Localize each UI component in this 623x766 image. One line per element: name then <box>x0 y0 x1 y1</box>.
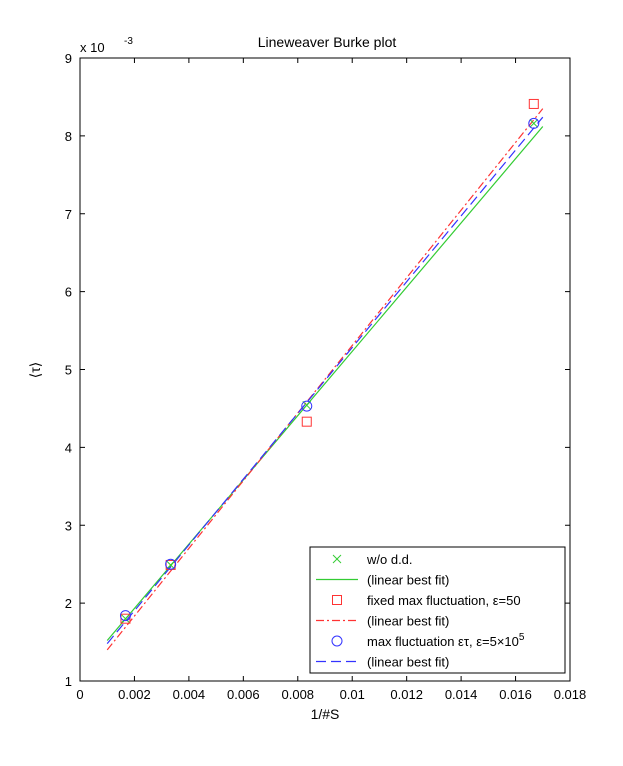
point-s4-p2 <box>301 400 313 412</box>
x-axis-label: 1/#S <box>311 706 340 722</box>
fit-line-5 <box>106 116 544 645</box>
chart-title: Lineweaver Burke plot <box>258 34 397 50</box>
legend-label-0: w/o d.d. <box>366 552 413 567</box>
x-tick-label: 0.01 <box>340 687 365 702</box>
y-axis-label: ⟨τ⟩ <box>27 362 43 378</box>
point-s2-p2 <box>301 416 312 427</box>
x-tick-label: 0 <box>76 687 83 702</box>
y-multiplier: x 10 -3 <box>80 36 133 55</box>
y-tick-label: 2 <box>65 596 72 611</box>
y-tick-label: 3 <box>65 518 72 533</box>
y-axis-ticks: 1 2 3 4 5 6 7 8 9 <box>65 51 570 689</box>
x-tick-label: 0.018 <box>554 687 587 702</box>
data-markers <box>119 98 540 624</box>
y-tick-label: 8 <box>65 129 72 144</box>
legend-label-4: max fluctuation ετ, ε=5×105 <box>367 632 525 649</box>
point-s0-p3 <box>529 119 539 128</box>
y-tick-label: 9 <box>65 51 72 66</box>
point-s4-p0 <box>119 610 131 622</box>
point-s0-p1 <box>166 560 176 570</box>
x-tick-label: 0.002 <box>118 687 151 702</box>
legend-label-1: (linear best fit) <box>367 573 449 588</box>
legend-marker-0 <box>332 554 342 564</box>
point-s4-p1 <box>165 558 177 570</box>
point-s0-p0 <box>121 614 130 624</box>
legend-label-2: fixed max fluctuation, ε=50 <box>367 593 521 608</box>
y-multiplier-exponent: -3 <box>124 36 133 47</box>
y-tick-label: 7 <box>65 207 72 222</box>
x-axis-ticks: 0 0.002 0.004 0.006 0.008 0.01 0.012 0.014 0.016… <box>76 58 586 702</box>
legend-marker-2 <box>332 595 342 605</box>
legend-label-5: (linear best fit) <box>367 655 449 670</box>
x-tick-label: 0.008 <box>282 687 315 702</box>
legend-marker-4 <box>331 635 343 647</box>
x-tick-label: 0.014 <box>445 687 478 702</box>
y-tick-label: 6 <box>65 285 72 300</box>
legend-box <box>309 546 566 674</box>
fit-line-3 <box>106 108 544 651</box>
point-s2-p3 <box>528 98 539 109</box>
y-multiplier-base: x 10 <box>80 40 105 55</box>
x-tick-label: 0.012 <box>390 687 423 702</box>
fit-line-1 <box>106 126 544 641</box>
x-tick-label: 0.016 <box>499 687 532 702</box>
y-tick-label: 1 <box>65 674 72 689</box>
y-tick-label: 4 <box>65 440 72 455</box>
x-tick-label: 0.004 <box>173 687 206 702</box>
fit-lines <box>106 108 544 651</box>
y-tick-label: 5 <box>65 363 72 378</box>
legend: w/o d.d. (linear best fit) fixed max fluct… <box>309 546 566 674</box>
x-tick-label: 0.006 <box>227 687 260 702</box>
legend-label-3: (linear best fit) <box>367 614 449 629</box>
point-s4-p3 <box>528 117 540 129</box>
point-s0-p2 <box>302 400 312 410</box>
